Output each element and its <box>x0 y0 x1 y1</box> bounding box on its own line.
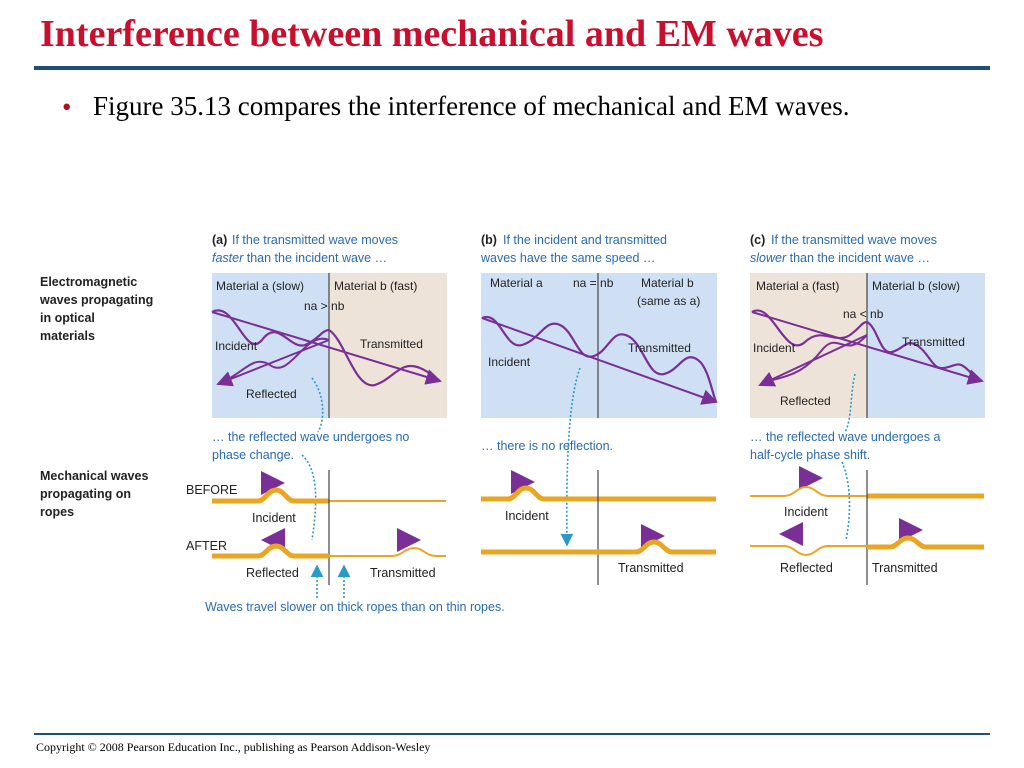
panel-a-material-right: Material b (fast) <box>334 279 417 293</box>
panel-c-tag: (c) <box>750 233 765 247</box>
panel-a-reflected-wave <box>229 337 330 379</box>
copyright-text: Copyright © 2008 Pearson Education Inc.,… <box>36 740 431 754</box>
panel-a-tag: (a) <box>212 233 227 247</box>
panel-a-rope-incident: Incident <box>252 511 296 525</box>
panel-a-rope-transmitted: Transmitted <box>370 566 436 580</box>
after-label: AFTER <box>186 539 227 553</box>
panel-a-caption-2: faster than the incident wave … <box>212 251 387 265</box>
em-row-label-3: in optical <box>40 311 95 325</box>
bottom-note: Waves travel slower on thick ropes than … <box>205 600 505 614</box>
panel-a-transmitted-label: Transmitted <box>360 337 423 351</box>
panel-a-thick-rope-after <box>212 543 329 559</box>
em-row-label-2: waves propagating <box>39 293 153 307</box>
panel-c-transmitted-wave <box>866 321 983 382</box>
slide-title: Interference between mechanical and EM w… <box>40 13 824 55</box>
panel-c-transmitted-axis <box>751 311 984 385</box>
panel-c-thin-rope-before <box>750 485 867 497</box>
em-row-label: Electromagnetic waves propagating in opt… <box>39 275 153 343</box>
panel-a: (a) If the transmitted wave moves faster… <box>186 233 447 598</box>
panel-b-material-left: Material a <box>490 276 543 290</box>
panel-b-material-right-2: (same as a) <box>637 294 700 308</box>
panel-c-material-b-bg <box>867 273 985 418</box>
panel-b-caption-2: waves have the same speed … <box>480 251 655 265</box>
panel-b-note-1: … there is no reflection. <box>481 439 613 453</box>
footer-divider <box>34 733 990 735</box>
mech-row-label: Mechanical waves propagating on ropes <box>40 469 148 519</box>
panel-a-caption-1: If the transmitted wave moves <box>232 233 398 247</box>
panel-b-caption-1: If the incident and transmitted <box>503 233 667 247</box>
panel-c-caption-rest: than the incident wave … <box>786 251 930 265</box>
panel-b-rope-before <box>481 485 716 502</box>
panel-c-reflected-wave <box>771 334 868 381</box>
panel-a-incident-label: Incident <box>215 339 258 353</box>
panel-c-caption-em: slower <box>750 251 787 265</box>
panel-a-caption-em: faster <box>212 251 244 265</box>
panel-c-callout-line-2 <box>841 461 851 541</box>
title-divider <box>34 66 990 70</box>
panel-c-relation: na < nb <box>843 307 884 321</box>
panel-c-note-1: … the reflected wave undergoes a <box>750 430 940 444</box>
panel-b-rope-after <box>481 539 716 555</box>
panel-c-reflected-label: Reflected <box>780 394 831 408</box>
panel-c-incident-wave <box>751 309 868 347</box>
panel-c-incident-label: Incident <box>753 341 796 355</box>
panel-b-incident-label: Incident <box>488 355 531 369</box>
mech-row-label-2: propagating on <box>40 487 131 501</box>
panel-c: (c) If the transmitted wave moves slower… <box>750 233 985 585</box>
panel-c-rope-transmitted: Transmitted <box>872 561 938 575</box>
panel-a-note-2: phase change. <box>212 448 294 462</box>
panel-a-material-left: Material a (slow) <box>216 279 304 293</box>
panel-a-material-b-bg <box>329 273 447 418</box>
mech-row-label-3: ropes <box>40 505 74 519</box>
panel-b-rope-transmitted: Transmitted <box>618 561 684 575</box>
panel-a-material-a-bg <box>212 273 329 418</box>
panel-a-rope-reflected: Reflected <box>246 566 299 580</box>
panel-c-callout-line <box>844 373 856 433</box>
panel-c-caption-1: If the transmitted wave moves <box>771 233 937 247</box>
panel-b-callout-line <box>560 367 581 547</box>
panel-c-note-2: half-cycle phase shift. <box>750 448 870 462</box>
panel-b-transmitted-label: Transmitted <box>628 341 691 355</box>
panel-a-transmitted-wave <box>328 329 441 387</box>
panel-b-material-right: Material b <box>641 276 694 290</box>
em-row-label-1: Electromagnetic <box>40 275 137 289</box>
panel-c-transmitted-label: Transmitted <box>902 335 965 349</box>
panel-a-callout-line-2 <box>301 454 317 541</box>
panel-a-relation: na > nb <box>304 299 345 313</box>
panel-a-note-1: … the reflected wave undergoes no <box>212 430 409 444</box>
panel-c-thick-rope-after <box>867 535 984 550</box>
panel-c-material-left: Material a (fast) <box>756 279 839 293</box>
panel-a-caption-rest: than the incident wave … <box>243 251 387 265</box>
panel-a-thick-rope-before <box>212 487 329 504</box>
panel-a-transmitted-axis <box>211 311 442 385</box>
panel-b-tag: (b) <box>481 233 497 247</box>
panel-c-rope-reflected: Reflected <box>780 561 833 575</box>
panel-c-material-right: Material b (slow) <box>872 279 960 293</box>
panel-b-wave-axis <box>481 317 718 405</box>
panel-b-wave <box>481 315 718 403</box>
panel-c-thin-rope-after <box>750 545 867 557</box>
bullet-text: Figure 35.13 compares the interference o… <box>93 91 850 121</box>
bullet-marker: • <box>62 92 72 122</box>
mech-row-label-1: Mechanical waves <box>40 469 148 483</box>
panel-b-rope-incident: Incident <box>505 509 549 523</box>
panel-a-thin-rope-after <box>329 546 446 557</box>
before-label: BEFORE <box>186 483 237 497</box>
panel-b: (b) If the incident and transmitted wave… <box>480 233 718 585</box>
panel-b-relation: na = nb <box>573 276 614 290</box>
panel-a-reflected-arrow <box>216 339 330 387</box>
em-row-label-4: materials <box>40 329 95 343</box>
panel-a-reflected-label: Reflected <box>246 387 297 401</box>
panel-c-caption-2: slower than the incident wave … <box>750 251 930 265</box>
panel-a-callout-line <box>311 377 324 433</box>
panel-c-rope-incident: Incident <box>784 505 828 519</box>
